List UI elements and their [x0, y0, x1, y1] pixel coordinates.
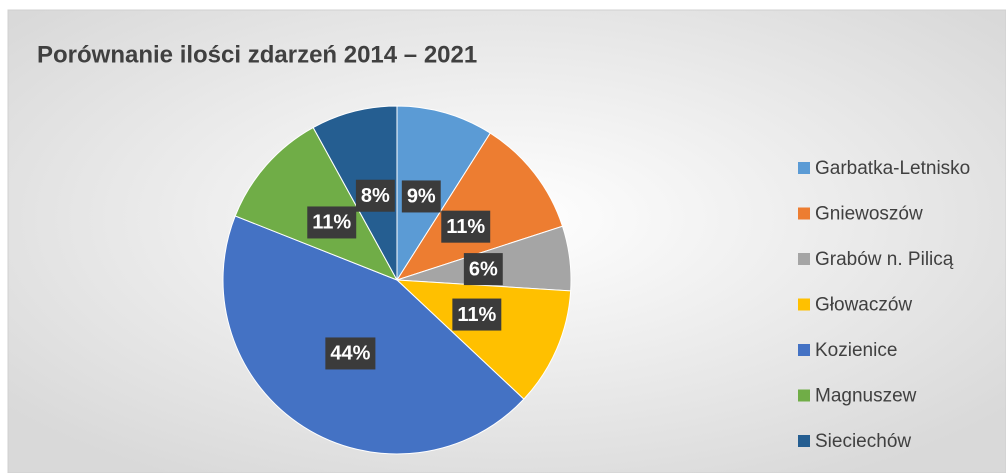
legend-label: Grabów n. Pilicą [815, 249, 954, 270]
data-label: 9% [407, 186, 436, 208]
data-label-box [463, 253, 503, 286]
legend-swatch [798, 298, 810, 311]
data-label: 11% [446, 216, 485, 238]
legend-swatch [798, 344, 810, 356]
data-label-box [452, 298, 502, 331]
pie-slice [234, 126, 399, 281]
legend-label: Głowaczów [815, 295, 912, 316]
data-label: 11% [457, 304, 496, 326]
legend-label: Gniewoszów [815, 204, 923, 225]
data-label-box [325, 337, 376, 370]
data-label: 44% [330, 343, 370, 365]
legend-label: Garbatka-Letnisko [815, 158, 970, 179]
legend-label: Magnuszew [815, 386, 917, 407]
legend-swatch [798, 162, 810, 174]
legend-swatch [798, 435, 810, 447]
data-label-box [307, 206, 357, 239]
pie-slice [222, 215, 525, 455]
legend-label: Sieciechów [815, 431, 911, 452]
legend-swatch [798, 253, 810, 265]
pie-slice [396, 105, 491, 282]
pie-slice [395, 132, 564, 281]
data-label-box [401, 180, 441, 213]
pie-slice [312, 105, 398, 281]
legend-swatch [798, 389, 810, 402]
data-label: 6% [469, 258, 498, 280]
chart-title: Porównanie ilości zdarzeń 2014 – 2021 [37, 41, 477, 68]
data-label-box [355, 179, 395, 212]
data-label: 11% [312, 212, 351, 234]
data-label-box [441, 210, 491, 243]
legend-swatch [798, 207, 810, 220]
legend-label: Kozienice [815, 340, 897, 361]
data-label: 8% [361, 185, 390, 207]
pie-slice [395, 279, 572, 400]
